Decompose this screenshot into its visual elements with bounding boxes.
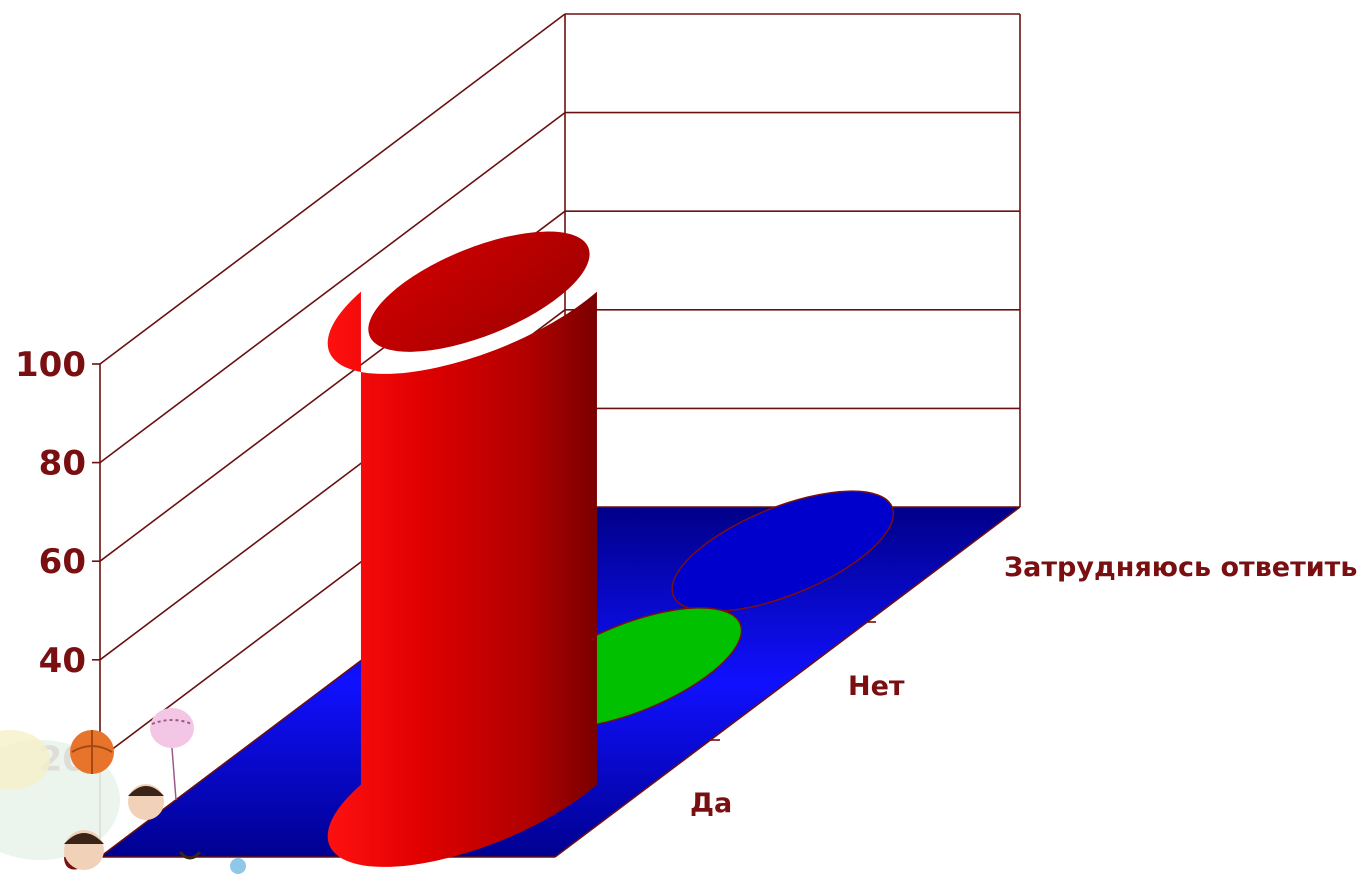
category-labels: Да Нет Затрудняюсь ответить xyxy=(690,552,1357,819)
side-wall-gridline xyxy=(99,111,566,464)
y-tick-label: 40 xyxy=(39,641,86,681)
bar-3 xyxy=(671,490,895,613)
x-tick-label: Затрудняюсь ответить xyxy=(1004,552,1357,583)
y-tick-label: 80 xyxy=(39,444,86,484)
side-wall-gridline xyxy=(99,13,566,365)
y-tick-label: 100 xyxy=(15,345,86,385)
cylinders xyxy=(327,231,895,867)
y-tick-label: 60 xyxy=(39,542,86,582)
x-tick-label: Да xyxy=(690,788,732,819)
bar-1-top xyxy=(368,231,590,352)
x-tick-label: Нет xyxy=(848,671,905,702)
bar-1 xyxy=(327,291,597,867)
decorative-cartoon-illustration xyxy=(0,708,246,874)
depth-axis-line xyxy=(554,506,1021,858)
